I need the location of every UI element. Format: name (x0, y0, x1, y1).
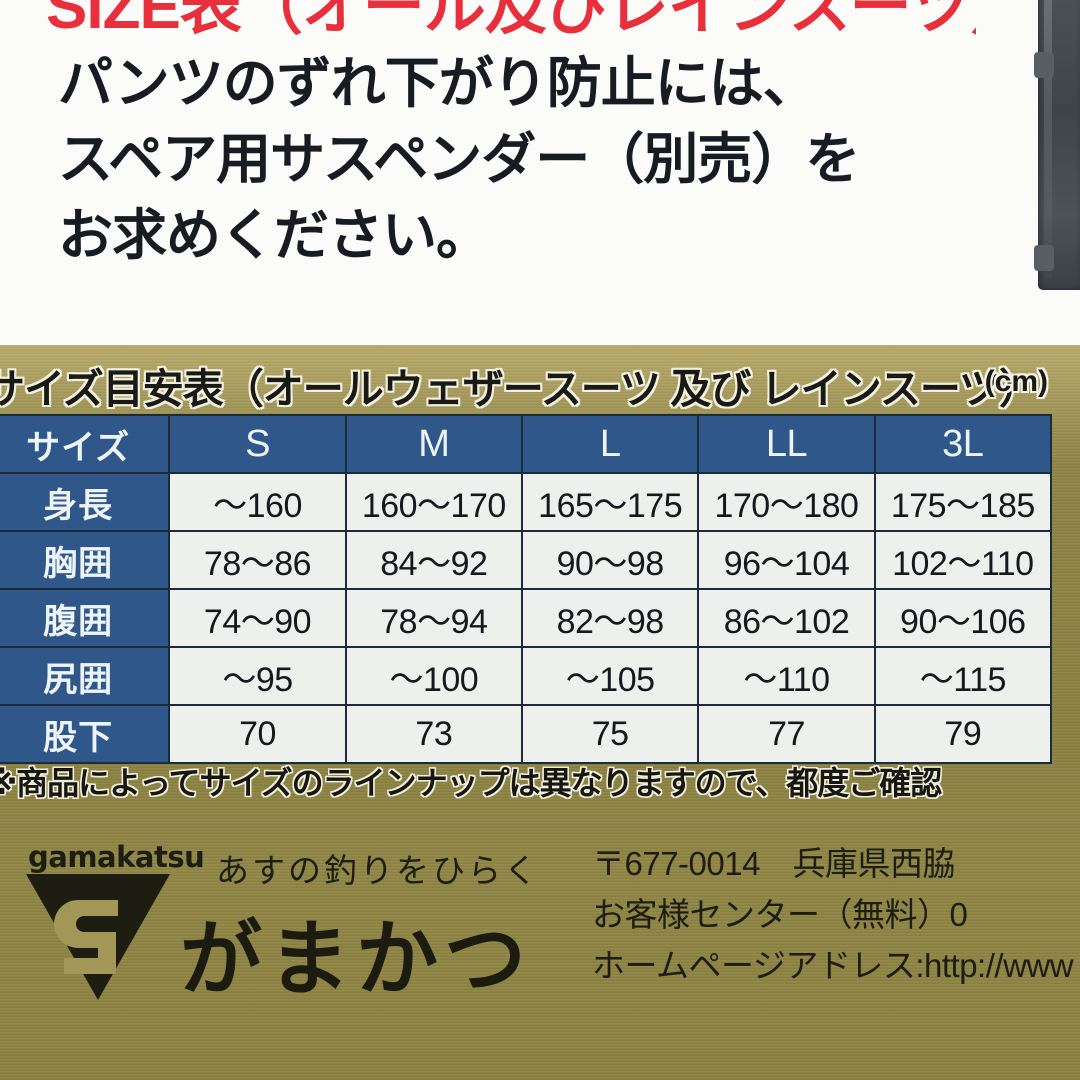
cell-waist-m: 78～94 (344, 588, 523, 648)
product-strip-sheen (1044, 0, 1052, 278)
product-strip-tab-upper (1034, 52, 1054, 78)
table-header-row: サイズ S M L LL 3L (0, 414, 1053, 474)
gamakatsu-logo: gamakatsu (22, 840, 205, 1002)
cell-hip-l: ～105 (520, 646, 700, 706)
size-table-note: ※商品によってサイズのラインナップは異なりますので、都度ご確認 (0, 765, 942, 801)
cell-chest-3l: 102～110 (873, 530, 1053, 590)
cell-inseam-3l: 79 (873, 704, 1053, 764)
cell-inseam-s: 70 (168, 704, 347, 764)
contact-customer-center: お客様センター（無料）0 (592, 896, 968, 934)
cell-hip-3l: ～115 (873, 646, 1053, 706)
table-corner-label: サイズ (0, 414, 171, 474)
cell-chest-l: 90～98 (520, 530, 700, 590)
notice-text-block: パンツのずれ下がり防止には、 スペア用サスペンダー（別売）を お求めください。 (58, 46, 978, 274)
notice-line-1: パンツのずれ下がり防止には、 (58, 52, 818, 114)
cell-waist-ll: 86～102 (697, 588, 876, 648)
gamakatsu-triangle-g-icon (22, 870, 174, 1002)
size-guide-table: サイズ S M L LL 3L 身長 ～160 160～170 165～175 … (0, 414, 1053, 764)
cell-waist-3l: 90～106 (873, 588, 1053, 648)
col-header-s: S (168, 414, 347, 474)
table-row: 身長 ～160 160～170 165～175 170～180 175～185 (0, 472, 1053, 532)
table-row: 胸囲 78～86 84～92 90～98 96～104 102～110 (0, 530, 1053, 590)
table-row: 腹囲 74～90 78～94 82～98 86～102 90～106 (0, 588, 1053, 648)
contact-address: 〒677-0014 兵庫県西脇 (592, 845, 955, 882)
logo-wordmark-text: gamakatsu (28, 840, 205, 874)
row-label-inseam: 股下 (0, 704, 171, 764)
table-title-band: サイズ目安表（オールウェザースーツ 及び レインスーツ） (cm) (0, 347, 1080, 413)
cell-hip-s: ～95 (168, 646, 347, 706)
gold-section: サイズ目安表（オールウェザースーツ 及び レインスーツ） (cm) サイズ S … (0, 345, 1080, 1080)
notice-line-3: お求めください。 (58, 203, 491, 266)
col-header-m: M (344, 414, 523, 474)
product-photo-strip (1034, 0, 1080, 290)
cell-chest-ll: 96～104 (697, 530, 876, 590)
col-header-l: L (520, 414, 700, 474)
row-label-height: 身長 (0, 472, 171, 532)
product-strip-tab-lower (1034, 245, 1054, 271)
brand-name-japanese: がまかつ (180, 911, 533, 1007)
cell-waist-l: 82～98 (520, 588, 700, 648)
row-label-waist: 腹囲 (0, 588, 171, 648)
cell-inseam-m: 73 (344, 704, 523, 764)
row-label-chest: 胸囲 (0, 530, 171, 590)
cell-hip-m: ～100 (344, 646, 523, 706)
col-header-ll: LL (697, 414, 876, 474)
contact-block: 〒677-0014 兵庫県西脇 お客様センター（無料）0 ホームページアドレス:… (592, 838, 1080, 991)
cell-inseam-ll: 77 (697, 704, 876, 764)
notice-panel: SIZE表（オール及びレインスーツ） パンツのずれ下がり防止には、 スペア用サス… (0, 0, 1080, 345)
cell-chest-s: 78～86 (168, 530, 347, 590)
table-row: 尻囲 ～95 ～100 ～105 ～110 ～115 (0, 646, 1053, 706)
cell-hip-ll: ～110 (697, 646, 876, 706)
unit-label: (cm) (984, 365, 1048, 398)
contact-website: ホームページアドレス:http://www (592, 947, 1074, 985)
cell-height-s: ～160 (168, 472, 347, 532)
notice-line-2: スペア用サスペンダー（別売）を (58, 127, 860, 190)
cell-height-m: 160～170 (344, 472, 523, 532)
cell-height-ll: 170～180 (697, 472, 876, 532)
cell-chest-m: 84～92 (344, 530, 523, 590)
size-table-title: サイズ目安表（オールウェザースーツ 及び レインスーツ） (0, 366, 1040, 412)
cell-height-l: 165～175 (520, 472, 700, 532)
cell-waist-s: 74～90 (168, 588, 347, 648)
cell-height-3l: 175～185 (873, 472, 1053, 532)
row-label-hip: 尻囲 (0, 646, 171, 706)
red-headline-clipped: SIZE表（オール及びレインスーツ） (46, 0, 976, 42)
table-row: 股下 70 73 75 77 79 (0, 704, 1053, 764)
cell-inseam-l: 75 (520, 704, 700, 764)
brand-tagline: あすの釣りをひらく (216, 852, 540, 889)
brand-footer: gamakatsu あすの釣りをひらく がまかつ 〒677-0014 兵庫県西脇… (0, 830, 1080, 1080)
col-header-3l: 3L (873, 414, 1053, 474)
